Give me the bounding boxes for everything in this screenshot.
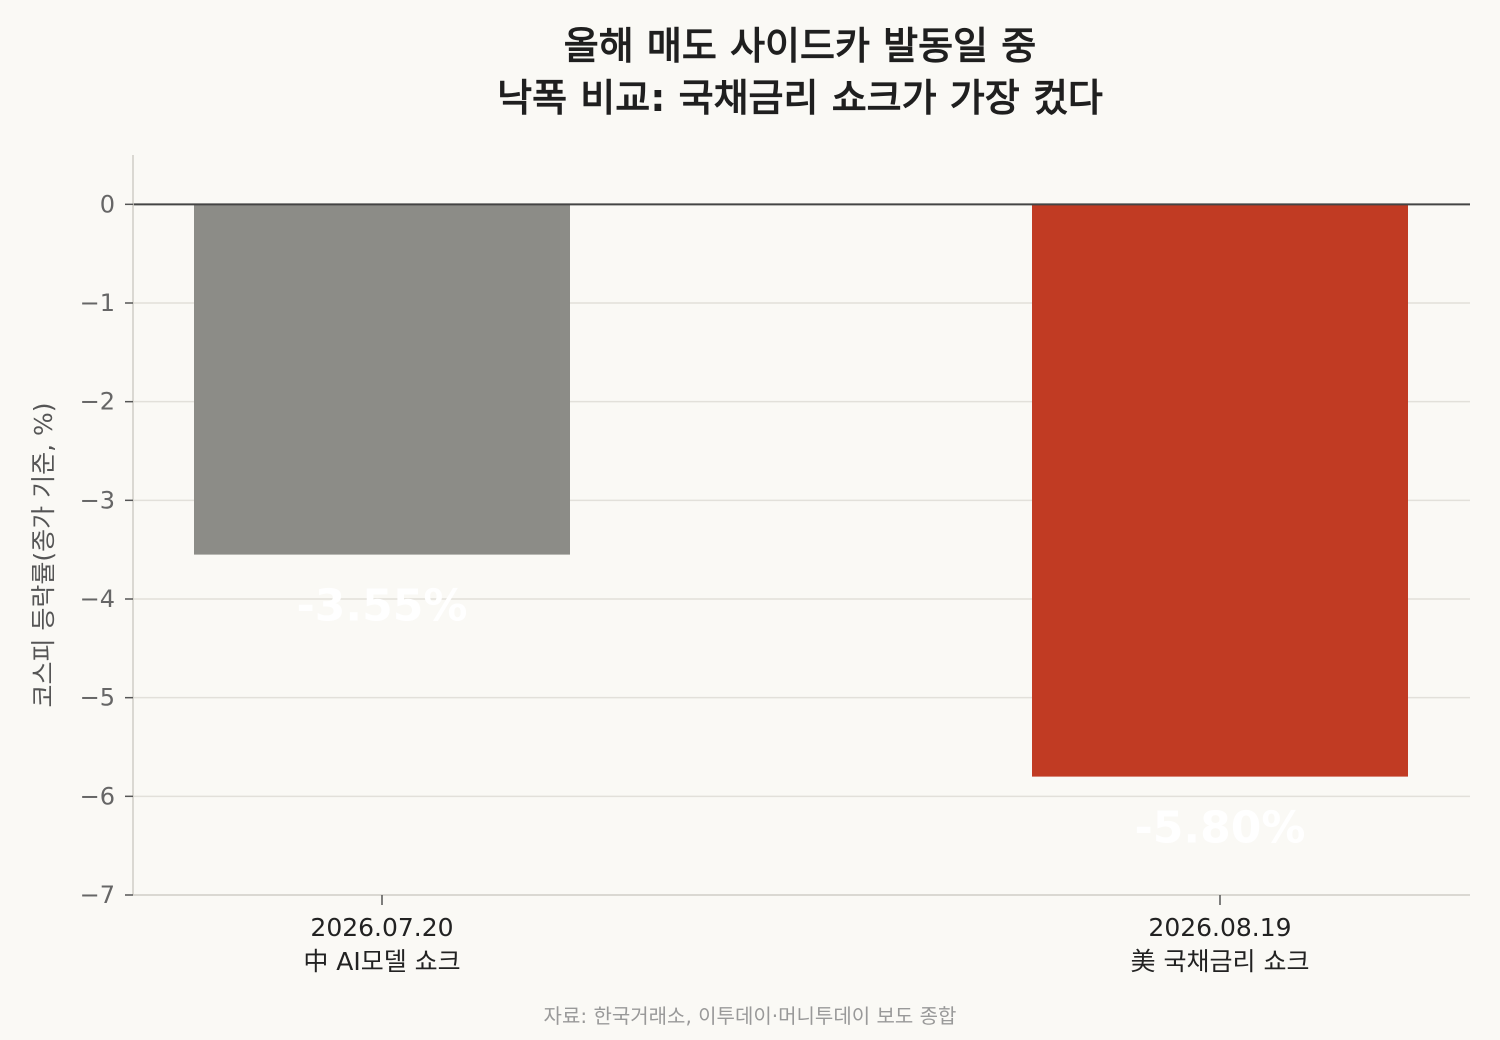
y-tick-label: −5	[80, 684, 115, 712]
y-tick-label: −7	[80, 881, 115, 909]
y-tick-label: −4	[80, 585, 115, 613]
bar-value-labels: -3.55% -5.80%	[297, 581, 1306, 854]
bar-2	[1032, 204, 1408, 777]
x-tick-label-event: 中 AI모델 쇼크	[303, 947, 460, 976]
bar-value-label: -5.80%	[1135, 803, 1306, 854]
bar-value-label: -3.55%	[297, 581, 468, 632]
axes	[132, 155, 1470, 896]
y-tick-label: 0	[100, 190, 115, 218]
x-tick-labels: 2026.07.20 中 AI모델 쇼크 2026.08.19 美 국채금리 쇼크	[303, 895, 1309, 976]
x-tick-label-event: 美 국채금리 쇼크	[1131, 947, 1310, 976]
y-tick-labels: 0 −1 −2 −3 −4 −5 −6 −7	[80, 190, 133, 909]
chart-title-line-2: 낙폭 비교: 국채금리 쇼크가 가장 컸다	[497, 76, 1103, 120]
chart-title-line-1: 올해 매도 사이드카 발동일 중	[563, 24, 1037, 68]
y-axis-label: 코스피 등락률(종가 기준, %)	[29, 402, 58, 707]
source-note: 자료: 한국거래소, 이투데이·머니투데이 보도 종합	[543, 1004, 957, 1028]
y-tick-label: −3	[80, 486, 115, 514]
y-tick-label: −6	[80, 782, 115, 810]
chart-title: 올해 매도 사이드카 발동일 중 낙폭 비교: 국채금리 쇼크가 가장 컸다	[50, 20, 1500, 124]
y-tick-label: −2	[80, 388, 115, 416]
bars	[194, 204, 1408, 777]
bar-1	[194, 204, 570, 555]
x-tick-label-date: 2026.07.20	[310, 913, 453, 942]
x-tick-label-date: 2026.08.19	[1148, 913, 1291, 942]
y-tick-label: −1	[80, 289, 115, 317]
